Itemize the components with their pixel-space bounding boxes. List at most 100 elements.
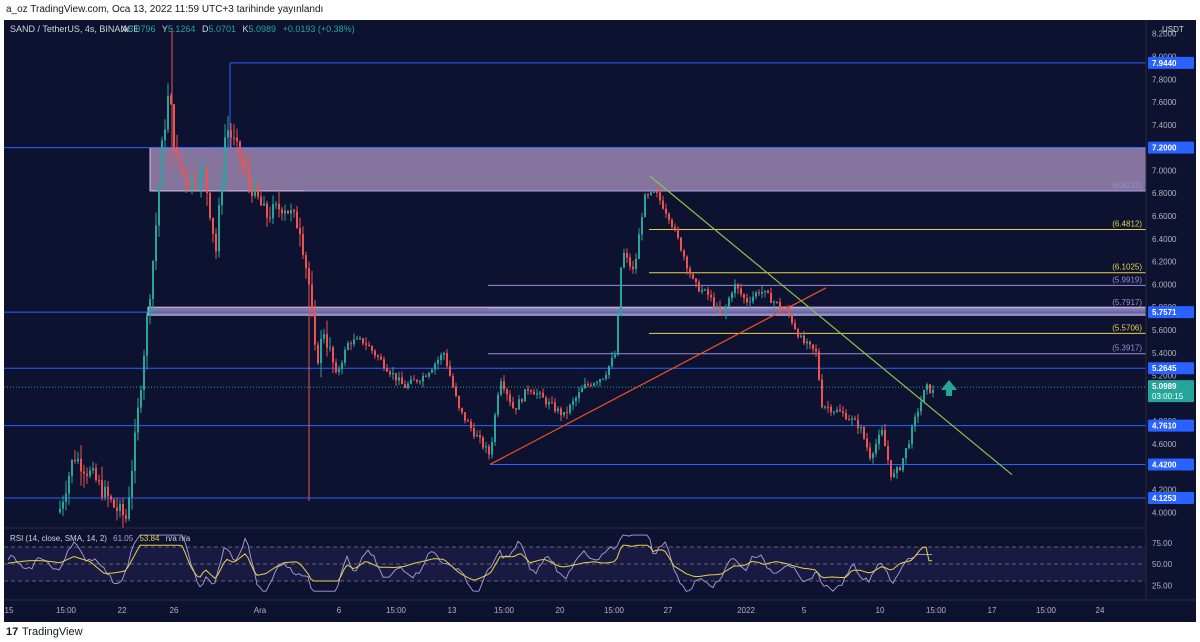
candle-body: [911, 426, 913, 445]
candle-body: [368, 344, 370, 347]
price-marker-tag: [1148, 56, 1194, 69]
legend-layer: SAND / TetherUS, 4s, BINANCE A5.0796 Y5.…: [10, 24, 1184, 543]
candle-body: [497, 394, 499, 415]
candle-body: [818, 351, 820, 380]
candle-body: [251, 182, 253, 197]
candle-body: [500, 381, 502, 395]
candle-body: [899, 467, 901, 471]
candle-body: [881, 430, 883, 435]
candle-body: [356, 338, 358, 340]
candle-body: [68, 475, 70, 494]
candle-body: [839, 409, 841, 412]
candle-body: [347, 343, 349, 350]
candle-body: [131, 470, 133, 498]
current-price-label: 5.0989: [1152, 382, 1177, 391]
candle-body: [152, 261, 154, 300]
price-marker-tag: [1148, 492, 1194, 505]
high-label: Y: [162, 24, 168, 34]
candle-body: [227, 130, 229, 138]
candle-body: [704, 289, 706, 291]
x-tick-label: 24: [1096, 606, 1105, 615]
candle-body: [890, 460, 892, 477]
candle-body: [257, 184, 259, 197]
candle-body: [560, 408, 562, 416]
candle-body: [293, 210, 295, 212]
candle-body: [371, 346, 373, 351]
candle-body: [389, 371, 391, 375]
candle-body: [116, 507, 118, 512]
candle-body: [374, 350, 376, 356]
x-tick-label: 10: [876, 606, 885, 615]
rsi-layer: [4, 534, 1146, 592]
candle-body: [77, 458, 79, 462]
candle-body: [245, 165, 247, 170]
x-tick-label: 22: [118, 606, 127, 615]
y-tick-label: 7.6000: [1152, 98, 1177, 107]
candle-body: [812, 344, 814, 349]
y-tick-label: 4.0000: [1152, 508, 1177, 517]
candle-body: [605, 375, 607, 379]
candle-body: [872, 453, 874, 459]
rsi-value: 61.05: [113, 534, 134, 543]
hlines-layer: (6.8212) (6.4812) (6.1025) (5.9919) (5.7917)…: [4, 62, 1146, 499]
candle-body: [923, 389, 925, 402]
candle-body: [794, 323, 796, 330]
price-marker-tag: [1148, 141, 1194, 154]
candle-body: [857, 419, 859, 429]
price-marker-tag: [1148, 362, 1194, 375]
candle-body: [770, 292, 772, 303]
candle-body: [398, 377, 400, 381]
candle-body: [401, 377, 403, 385]
candle-body: [434, 363, 436, 370]
candle-body: [752, 296, 754, 302]
candle-body: [905, 448, 907, 459]
candle-body: [263, 203, 265, 206]
candle-body: [197, 183, 199, 185]
candle-body: [275, 203, 277, 205]
rsi-tick-label: 75.00: [1152, 539, 1173, 548]
candle-body: [281, 209, 283, 214]
candle-body: [569, 404, 571, 413]
candle-body: [755, 292, 757, 297]
candle-body: [377, 355, 379, 357]
y-tick-label: 4.2000: [1152, 486, 1177, 495]
up-arrow-icon: [941, 380, 957, 396]
candle-body: [641, 216, 643, 235]
candle-body: [575, 397, 577, 402]
candle-body: [515, 408, 517, 410]
rsi-tick-label: 25.00: [1152, 581, 1173, 590]
candle-body: [239, 141, 241, 160]
y-tick-label: 5.2000: [1152, 372, 1177, 381]
candle-body: [194, 177, 196, 185]
brand-label: TradingView: [22, 626, 83, 638]
x-tick-label: 2022: [737, 606, 755, 615]
candle-body: [176, 147, 178, 155]
candle-body: [773, 301, 775, 303]
resistance-trendline: [649, 175, 1013, 476]
publish-text: a_oz TradingView.com, Oca 13, 2022 11:59…: [6, 4, 324, 15]
candle-body: [581, 388, 583, 393]
candle-body: [452, 375, 454, 387]
candle-body: [776, 301, 778, 303]
candle-body: [800, 335, 802, 338]
candle-body: [731, 292, 733, 299]
fib-level-label: (6.4812): [1112, 220, 1142, 229]
candle-body: [230, 130, 232, 138]
candle-body: [215, 233, 217, 252]
candle-body: [782, 308, 784, 310]
x-tick-label: 15:00: [1036, 606, 1057, 615]
candle-body: [842, 411, 844, 414]
candle-body: [470, 421, 472, 429]
candle-body: [392, 373, 394, 375]
candle-body: [677, 228, 679, 238]
candle-body: [806, 341, 808, 344]
chart-area[interactable]: (6.8212) (6.4812) (6.1025) (5.9919) (5.7917)…: [4, 20, 1196, 622]
candle-body: [686, 256, 688, 269]
candle-body: [413, 379, 415, 381]
candle-body: [665, 208, 667, 214]
candle-body: [476, 435, 478, 437]
candle-body: [650, 192, 652, 195]
x-tick-label: 26: [170, 606, 179, 615]
candlestick-chart[interactable]: (6.8212) (6.4812) (6.1025) (5.9919) (5.7917)…: [4, 20, 1196, 622]
candle-body: [512, 402, 514, 409]
